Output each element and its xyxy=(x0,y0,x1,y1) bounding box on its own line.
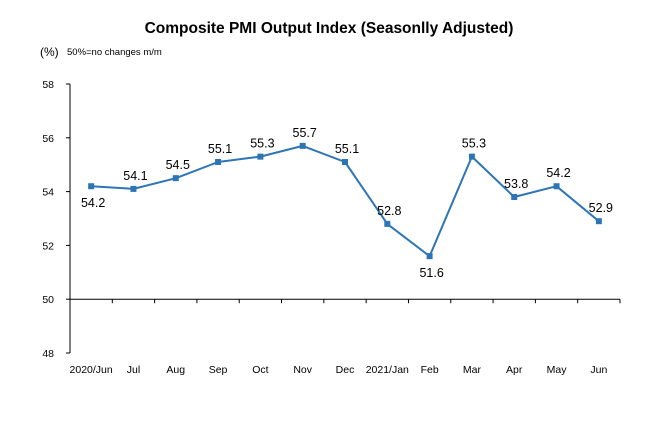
data-label: 54.1 xyxy=(123,169,147,183)
data-label: 52.9 xyxy=(589,201,613,215)
x-tick-label: Sep xyxy=(209,364,228,376)
reference-note: 50%=no changes m/m xyxy=(67,47,162,58)
axes-layer xyxy=(69,84,620,353)
data-labels-layer: 54.2 54.1 54.5 55.1 55.3 55.7 55.1 52.8 51.6 55.3… xyxy=(81,126,613,280)
y-tick-label: 54 xyxy=(42,187,54,199)
y-tick-label: 52 xyxy=(42,240,54,252)
data-label: 55.1 xyxy=(208,142,232,156)
x-tick-label: Jul xyxy=(127,364,140,376)
y-tick-label: 56 xyxy=(42,133,54,145)
x-tick-label: Oct xyxy=(252,364,268,376)
data-label: 55.7 xyxy=(293,126,317,140)
data-label: 52.8 xyxy=(377,204,401,218)
series-layer xyxy=(88,142,602,260)
x-tick-label: Mar xyxy=(463,364,482,376)
x-tick-label: Jun xyxy=(590,364,607,376)
data-label: 54.2 xyxy=(81,196,105,210)
y-tick-label: 48 xyxy=(42,348,54,360)
data-label: 55.3 xyxy=(250,137,274,151)
x-tick-label: Dec xyxy=(336,364,355,376)
x-tick-label: 2021/Jan xyxy=(366,364,409,376)
data-point-marker xyxy=(511,193,518,200)
y-unit-label: (%) xyxy=(40,45,59,59)
ticks-layer: 48 50 52 54 56 58 2020/Jun Jul Aug Sep Oct Nov Dec 20… xyxy=(42,79,621,376)
data-point-marker xyxy=(553,183,560,190)
data-label: 54.5 xyxy=(166,158,190,172)
data-point-marker xyxy=(257,153,264,160)
data-point-marker xyxy=(468,153,475,160)
x-tick-label: 2020/Jun xyxy=(70,364,113,376)
x-tick-label: May xyxy=(547,364,568,376)
data-label: 55.1 xyxy=(335,142,359,156)
data-point-marker xyxy=(172,175,179,182)
data-label: 54.2 xyxy=(546,166,570,180)
data-label: 55.3 xyxy=(462,137,486,151)
data-point-marker xyxy=(342,159,348,166)
data-point-marker xyxy=(215,159,222,166)
data-label: 51.6 xyxy=(419,266,443,280)
data-point-marker xyxy=(426,253,433,260)
x-tick-label: Nov xyxy=(293,364,312,376)
data-point-marker xyxy=(299,142,306,149)
x-tick-label: Feb xyxy=(421,364,439,376)
data-point-marker xyxy=(595,218,602,225)
chart-title: Composite PMI Output Index (Seasonlly Ad… xyxy=(145,20,514,37)
data-label: 53.8 xyxy=(504,177,528,191)
x-tick-label: Apr xyxy=(506,364,523,376)
data-point-marker xyxy=(384,220,391,227)
data-point-marker xyxy=(130,185,137,192)
y-tick-label: 50 xyxy=(42,294,54,306)
data-point-marker xyxy=(88,183,95,190)
x-tick-label: Aug xyxy=(166,364,185,376)
y-tick-label: 58 xyxy=(42,79,54,91)
